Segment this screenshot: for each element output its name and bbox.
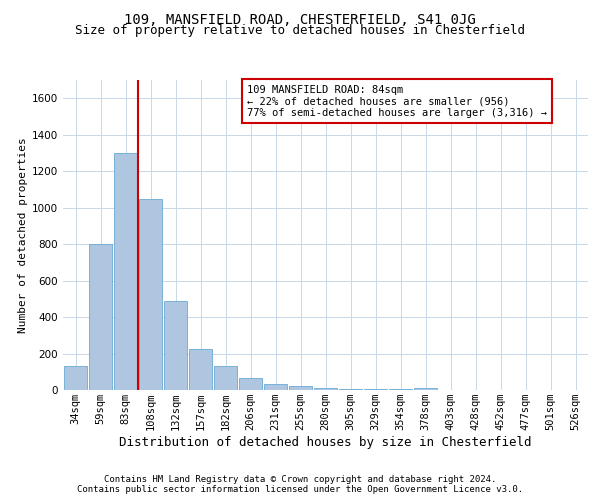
Bar	[364, 389, 388, 390]
Bar	[239, 378, 262, 390]
Bar	[289, 386, 313, 390]
Bar	[314, 388, 337, 390]
Bar	[164, 300, 187, 390]
Y-axis label: Number of detached properties: Number of detached properties	[18, 137, 28, 333]
Bar	[139, 198, 163, 390]
Bar	[338, 389, 362, 390]
Text: Size of property relative to detached houses in Chesterfield: Size of property relative to detached ho…	[75, 24, 525, 37]
Bar	[263, 384, 287, 390]
Bar	[64, 366, 88, 390]
Bar	[214, 366, 238, 390]
Bar	[188, 349, 212, 390]
Bar	[89, 244, 112, 390]
Text: Contains HM Land Registry data © Crown copyright and database right 2024.: Contains HM Land Registry data © Crown c…	[104, 475, 496, 484]
Bar	[413, 388, 437, 390]
Text: 109, MANSFIELD ROAD, CHESTERFIELD, S41 0JG: 109, MANSFIELD ROAD, CHESTERFIELD, S41 0…	[124, 12, 476, 26]
Bar	[389, 389, 412, 390]
Text: Contains public sector information licensed under the Open Government Licence v3: Contains public sector information licen…	[77, 485, 523, 494]
Bar	[113, 153, 137, 390]
Text: 109 MANSFIELD ROAD: 84sqm
← 22% of detached houses are smaller (956)
77% of semi: 109 MANSFIELD ROAD: 84sqm ← 22% of detac…	[247, 84, 547, 118]
X-axis label: Distribution of detached houses by size in Chesterfield: Distribution of detached houses by size …	[119, 436, 532, 449]
